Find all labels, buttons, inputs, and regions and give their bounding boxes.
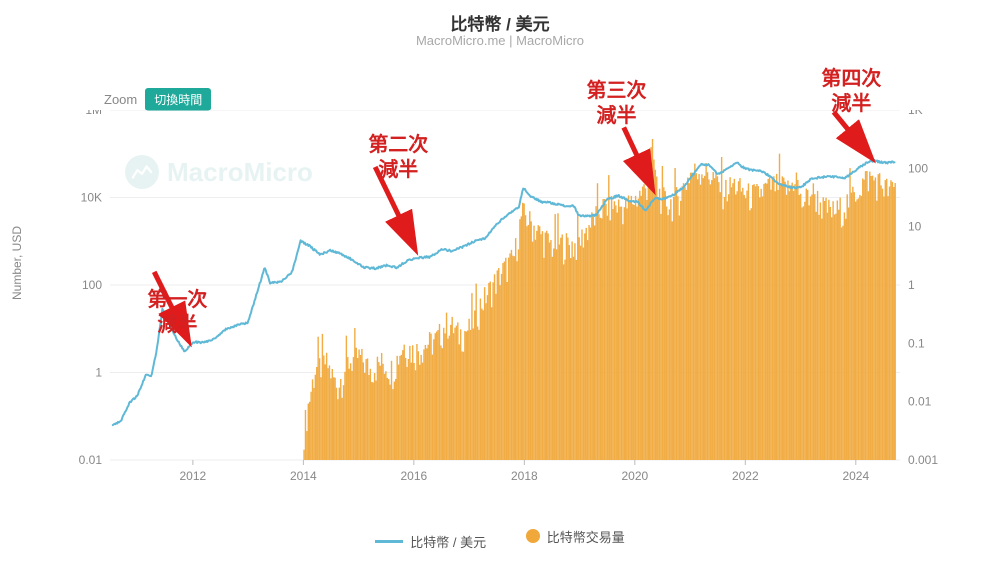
svg-text:1: 1 <box>95 366 102 380</box>
svg-text:0.01: 0.01 <box>908 395 932 409</box>
svg-text:2012: 2012 <box>180 469 207 483</box>
svg-text:0.01: 0.01 <box>79 453 103 467</box>
svg-text:2024: 2024 <box>842 469 869 483</box>
svg-text:0.001: 0.001 <box>908 453 938 467</box>
svg-text:2022: 2022 <box>732 469 759 483</box>
chart-container: 比特幣 / 美元 MacroMicro.me | MacroMicro Zoom… <box>0 0 1000 563</box>
annotation-halving-3: 第三次 減半 <box>587 79 647 129</box>
annotation-halving-1: 第一次 減半 <box>147 288 207 338</box>
legend-label-volume: 比特幣交易量 <box>547 527 625 546</box>
svg-text:0.1: 0.1 <box>908 336 925 350</box>
svg-text:2018: 2018 <box>511 469 538 483</box>
legend-line-icon <box>375 540 403 543</box>
zoom-controls: Zoom 切換時間 <box>104 88 211 111</box>
legend-item-volume[interactable]: 比特幣交易量 <box>526 527 625 546</box>
legend: 比特幣 / 美元 比特幣交易量 <box>0 527 1000 552</box>
svg-text:1: 1 <box>908 278 915 292</box>
svg-text:100: 100 <box>908 161 928 175</box>
legend-square-icon <box>526 529 540 543</box>
zoom-button[interactable]: 切換時間 <box>145 88 211 111</box>
zoom-label: Zoom <box>104 92 137 107</box>
svg-text:1K: 1K <box>908 110 923 117</box>
chart-title: 比特幣 / 美元 <box>0 10 1000 35</box>
svg-text:2020: 2020 <box>621 469 648 483</box>
y-left-axis-label: Number, USD <box>10 226 24 300</box>
legend-item-price[interactable]: 比特幣 / 美元 <box>375 532 486 551</box>
svg-text:100: 100 <box>82 278 102 292</box>
legend-label-price: 比特幣 / 美元 <box>410 532 486 551</box>
svg-text:10K: 10K <box>81 191 102 205</box>
svg-text:2016: 2016 <box>400 469 427 483</box>
svg-text:1M: 1M <box>85 110 102 117</box>
annotation-halving-2: 第二次 減半 <box>368 133 428 183</box>
annotation-halving-4: 第四次 減半 <box>821 67 881 117</box>
svg-text:10: 10 <box>908 220 922 234</box>
svg-text:2014: 2014 <box>290 469 317 483</box>
chart-subtitle: MacroMicro.me | MacroMicro <box>0 33 1000 48</box>
